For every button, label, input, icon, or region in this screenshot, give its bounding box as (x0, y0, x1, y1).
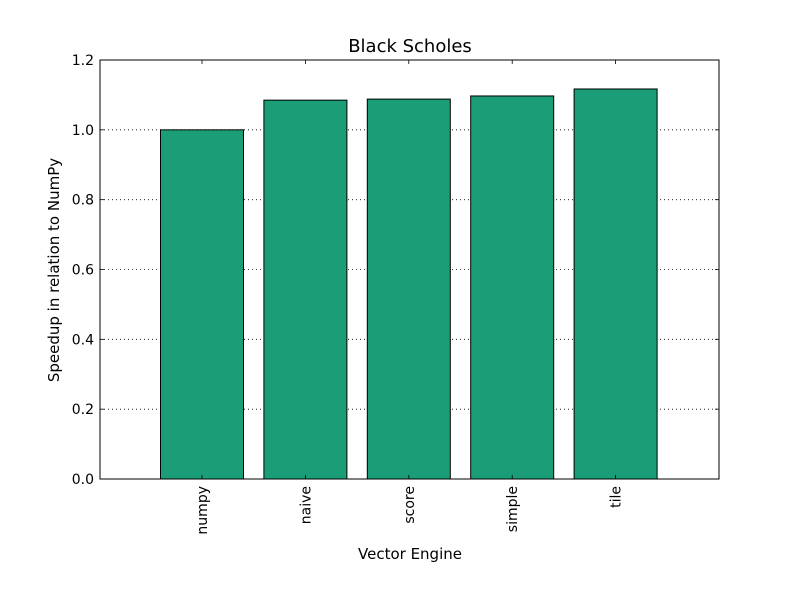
y-tick-label: 0.2 (72, 402, 94, 418)
x-axis-ticks: numpy naive score simple tile (195, 60, 625, 535)
x-tick-label-simple: simple (505, 486, 521, 532)
y-tick-label: 0.0 (72, 472, 94, 488)
bar-naive (263, 99, 348, 480)
y-tick-label: 0.8 (72, 193, 94, 209)
chart-title: Black Scholes (348, 36, 472, 57)
bar-tile (573, 88, 658, 480)
y-tick-label: 1.2 (72, 53, 94, 69)
y-axis-ticks: 0.0 0.2 0.4 0.6 0.8 1.0 1.2 (72, 53, 719, 488)
x-axis-label: Vector Engine (358, 545, 462, 563)
bar-score (366, 98, 451, 480)
bars (160, 88, 658, 480)
y-axis-label: Speedup in relation to NumPy (45, 158, 63, 382)
y-tick-label: 0.6 (72, 263, 94, 279)
x-tick-label-naive: naive (298, 486, 314, 524)
bar-numpy (160, 129, 244, 480)
y-tick-label: 1.0 (72, 123, 94, 139)
x-tick-label-score: score (402, 486, 418, 524)
y-tick-label: 0.4 (72, 332, 94, 348)
bar-simple (470, 95, 555, 480)
x-tick-label-numpy: numpy (195, 486, 211, 535)
x-tick-label-tile: tile (609, 486, 625, 508)
